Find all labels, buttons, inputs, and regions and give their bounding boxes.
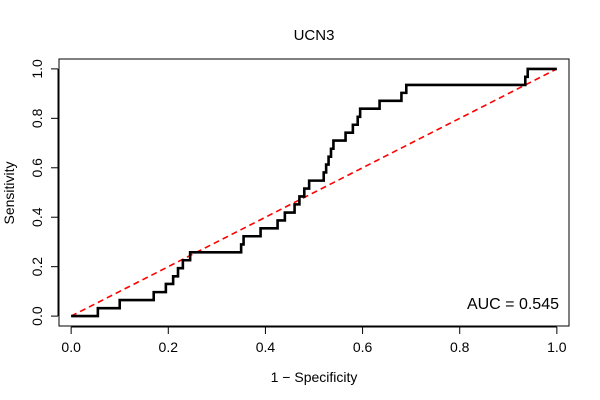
- series-layer: [70, 67, 558, 318]
- x-tick-label: 0.2: [159, 339, 179, 355]
- x-tick-label: 0.8: [450, 339, 470, 355]
- y-tick-label: 0.2: [29, 257, 45, 277]
- x-tick-label: 0.6: [353, 339, 373, 355]
- y-tick-label: 0.4: [29, 207, 45, 227]
- y-tick-label: 0.8: [29, 108, 45, 128]
- x-axis-label: 1 − Specificity: [271, 369, 358, 385]
- y-axis-label: Sensitivity: [1, 161, 17, 224]
- y-tick-label: 0.0: [29, 306, 45, 326]
- x-tick-label: 1.0: [547, 339, 567, 355]
- auc-annotation: AUC = 0.545: [467, 296, 559, 313]
- reference-diagonal-line: [70, 68, 558, 317]
- x-axis: 0.0 0.2 0.4 0.6 0.8 1.0: [61, 326, 567, 355]
- x-tick-label: 0.4: [256, 339, 276, 355]
- x-tick-label: 0.0: [61, 339, 81, 355]
- roc-curve-line: [71, 67, 557, 318]
- chart-title: UCN3: [294, 27, 335, 44]
- plot-frame: [58, 58, 570, 327]
- y-axis: 0.0 0.2 0.4 0.6 0.8 1.0: [29, 59, 59, 326]
- y-tick-label: 1.0: [29, 59, 45, 79]
- y-tick-label: 0.6: [29, 158, 45, 178]
